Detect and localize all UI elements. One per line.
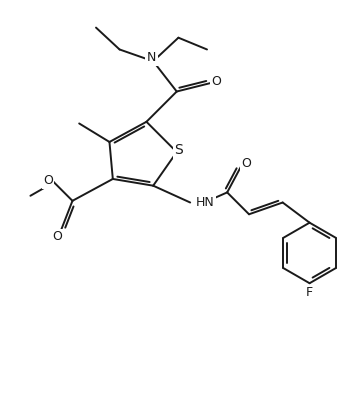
Text: N: N	[147, 51, 156, 64]
Text: F: F	[306, 286, 313, 299]
Text: O: O	[241, 157, 251, 171]
Text: S: S	[174, 143, 183, 158]
Text: O: O	[211, 75, 221, 88]
Text: O: O	[43, 174, 53, 187]
Text: HN: HN	[196, 196, 215, 209]
Text: O: O	[52, 230, 62, 243]
